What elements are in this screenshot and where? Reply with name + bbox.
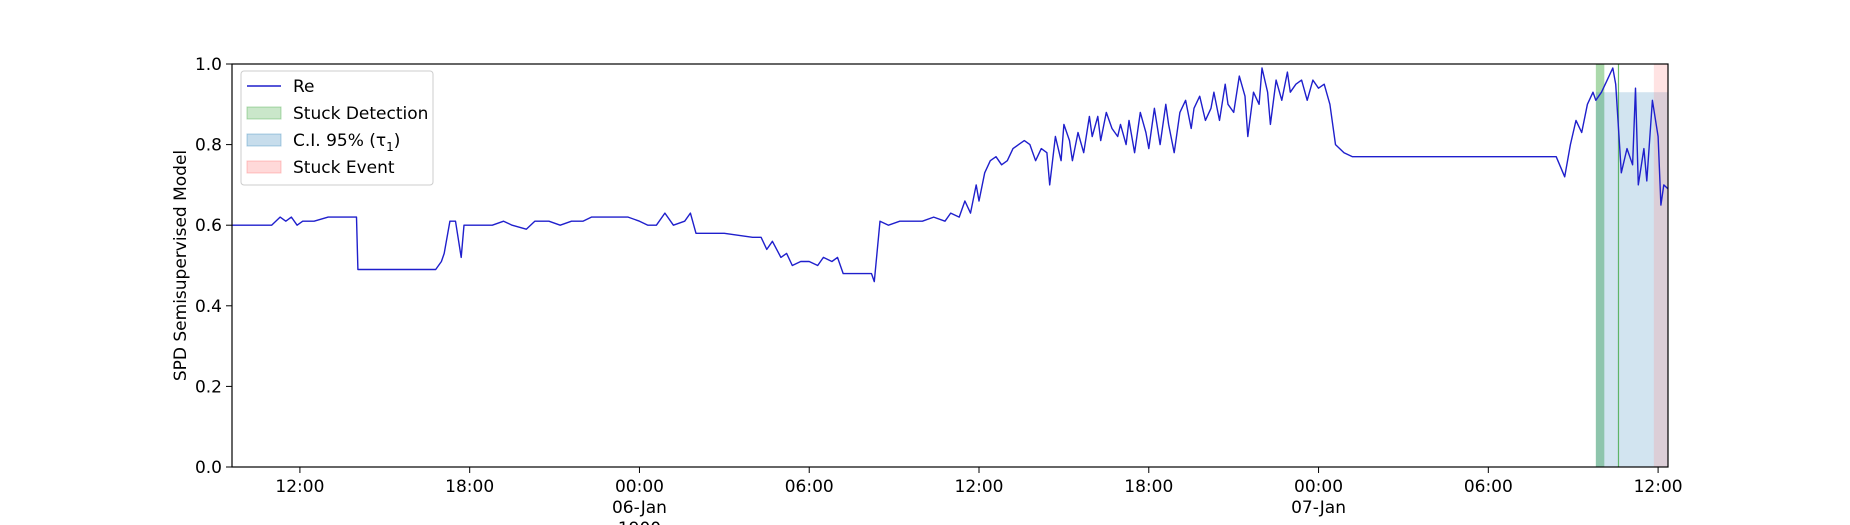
y-tick-label: 0.0 bbox=[195, 458, 222, 478]
legend-box bbox=[240, 70, 434, 186]
legend-label: Stuck Detection bbox=[293, 104, 428, 124]
x-tick-label: 07-Jan bbox=[1291, 498, 1346, 518]
x-tick-label: 1900 bbox=[618, 519, 661, 525]
y-tick-label: 1.0 bbox=[195, 55, 222, 75]
x-axis: 12:0018:0000:0006-Jan190006:0012:0018:00… bbox=[275, 467, 1683, 525]
legend: Re Stuck Detection C.I. 95% (τ1) Stuck Even… bbox=[240, 70, 434, 186]
legend-label-text: Re bbox=[293, 77, 315, 97]
y-tick-label: 0.6 bbox=[195, 216, 222, 236]
y-tick-label: 0.4 bbox=[195, 297, 222, 317]
y-axis: 0.0 0.2 0.4 0.6 0.8 1.0 bbox=[195, 55, 232, 478]
x-tick-label: 12:00 bbox=[955, 477, 1004, 497]
legend-swatch-patch bbox=[246, 106, 282, 120]
legend-label: Re bbox=[293, 77, 315, 97]
legend-label-text: Stuck Detection bbox=[293, 104, 428, 124]
series-line-re bbox=[232, 67, 1669, 283]
series-layer bbox=[232, 67, 1669, 283]
x-tick-label: 18:00 bbox=[1124, 477, 1173, 497]
plot-frame bbox=[231, 63, 1669, 468]
y-axis-label: SPD Semisupervised Model bbox=[171, 150, 191, 381]
legend-label-text: Stuck Event bbox=[293, 158, 395, 178]
legend-label-suffix: ) bbox=[394, 131, 401, 151]
x-tick-label: 00:00 bbox=[615, 477, 664, 497]
y-tick-label: 0.2 bbox=[195, 377, 222, 397]
legend-swatch-patch bbox=[246, 133, 282, 147]
x-tick-label: 12:00 bbox=[275, 477, 324, 497]
x-tick-label: 00:00 bbox=[1294, 477, 1343, 497]
highlight-regions bbox=[1595, 64, 1668, 468]
x-tick-label: 12:00 bbox=[1634, 477, 1683, 497]
region-c-i-95-tau1 bbox=[1595, 92, 1668, 468]
x-tick-label: 06:00 bbox=[1464, 477, 1513, 497]
legend-label: Stuck Event bbox=[293, 158, 395, 178]
y-tick-label: 0.8 bbox=[195, 136, 222, 156]
region-stuck-event bbox=[1653, 64, 1668, 467]
x-tick-label: 06-Jan bbox=[612, 498, 667, 518]
legend-label-text: C.I. 95% (τ bbox=[293, 131, 386, 151]
x-tick-label: 18:00 bbox=[445, 477, 494, 497]
x-tick-label: 06:00 bbox=[785, 477, 834, 497]
legend-label: C.I. 95% (τ1) bbox=[293, 131, 400, 154]
legend-label-subscript: 1 bbox=[386, 140, 394, 154]
region-stuck-detection bbox=[1595, 64, 1605, 467]
legend-swatch-patch bbox=[246, 160, 282, 174]
